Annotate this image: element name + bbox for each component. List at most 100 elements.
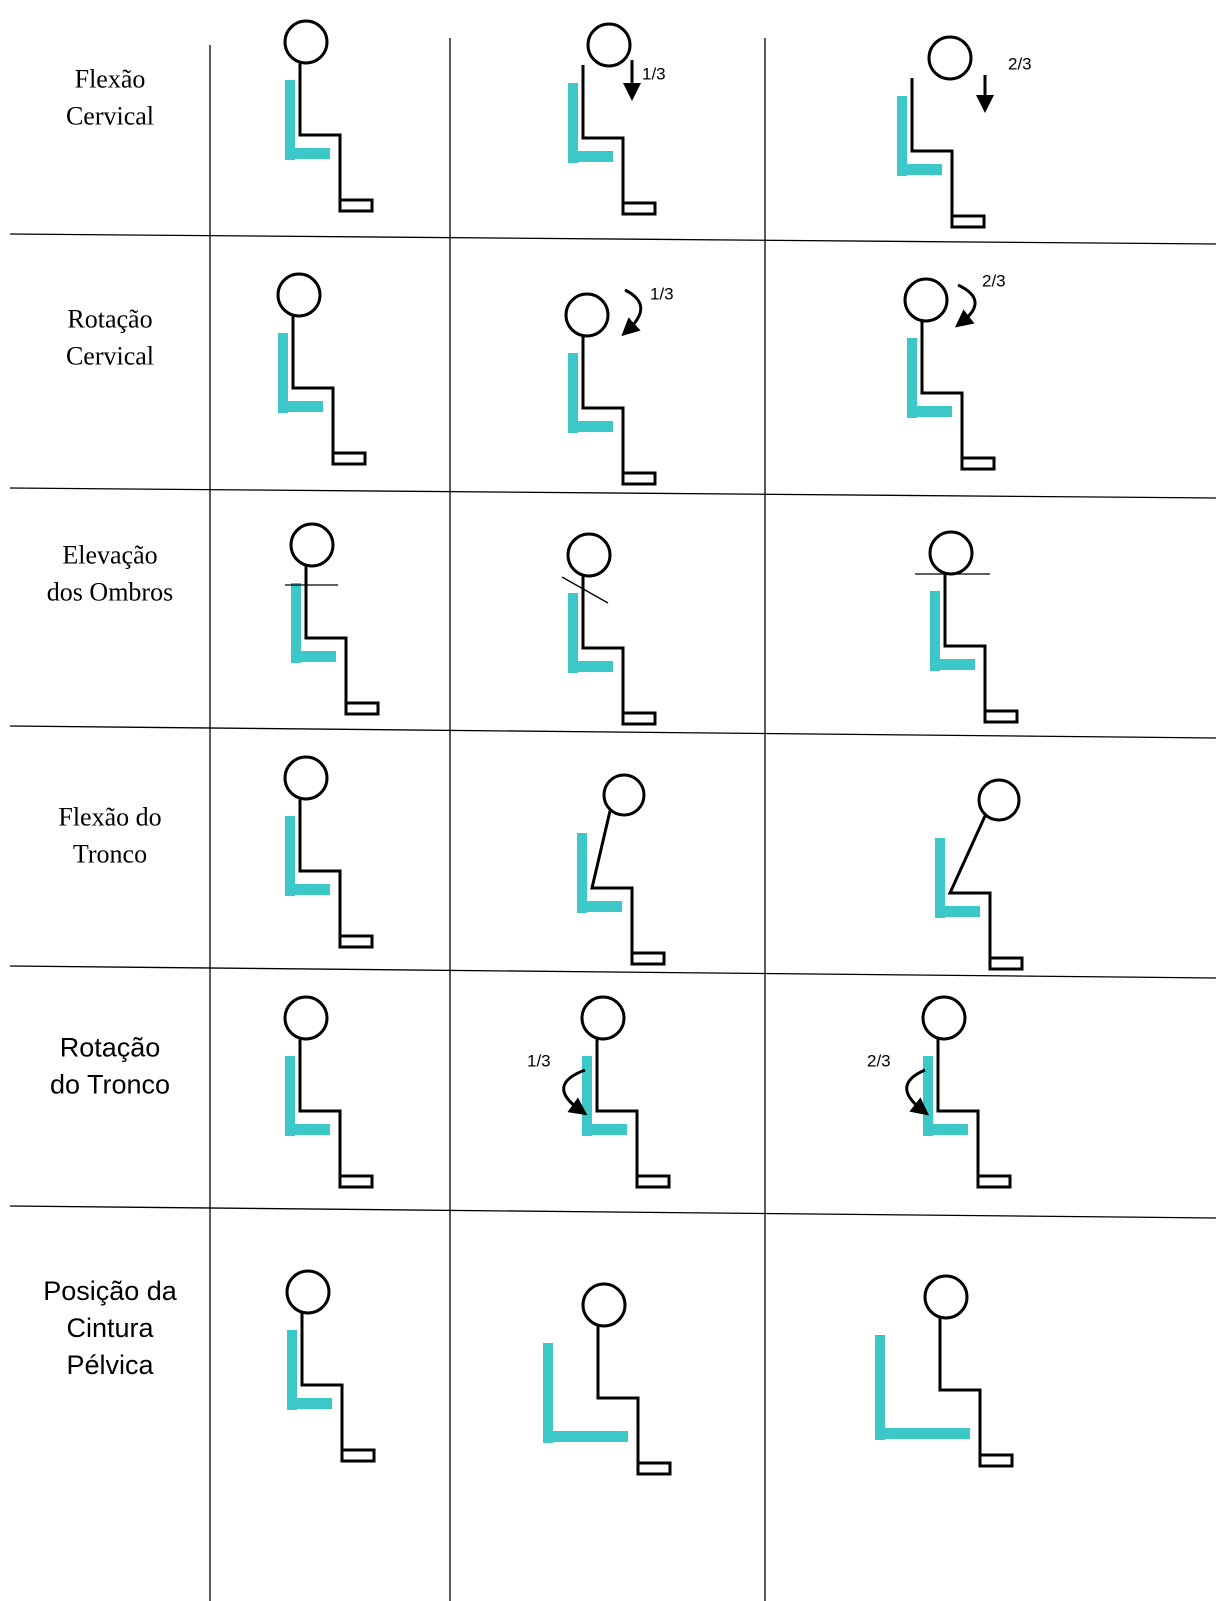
head	[580, 995, 626, 1041]
body	[943, 573, 987, 721]
body	[590, 810, 634, 963]
head	[903, 277, 949, 323]
head	[581, 1282, 627, 1328]
foot	[344, 701, 380, 716]
row: Rotação Cervical 1/3 2/3	[66, 271, 1006, 486]
foot	[988, 956, 1024, 971]
row: Flexão do Tronco	[58, 755, 1024, 971]
head	[566, 532, 612, 578]
backrest	[897, 96, 907, 176]
grid	[9, 38, 1216, 1601]
arrow	[954, 283, 977, 328]
backrest	[907, 338, 917, 418]
row-label: Flexão do	[58, 802, 161, 831]
head	[289, 522, 335, 568]
foot	[621, 471, 657, 486]
body	[595, 1038, 639, 1186]
arrow	[562, 1068, 588, 1116]
seat	[568, 151, 613, 162]
foot	[331, 451, 367, 466]
backrest	[935, 838, 945, 918]
annotation: 2/3	[867, 1051, 891, 1070]
seat	[568, 421, 613, 432]
head	[283, 19, 329, 65]
body	[936, 1038, 980, 1186]
foot	[621, 201, 657, 216]
body	[291, 315, 335, 463]
annotation: 2/3	[982, 271, 1006, 290]
backrest	[875, 1335, 885, 1440]
head	[586, 22, 632, 68]
row-label: Cintura	[66, 1313, 154, 1343]
seat	[285, 1124, 330, 1135]
row: Rotação do Tronco 1/3 2/3	[50, 995, 1012, 1189]
seat	[287, 1398, 332, 1409]
backrest	[568, 353, 578, 433]
row-label: Cervical	[66, 341, 154, 370]
seat	[285, 148, 330, 159]
head	[927, 35, 973, 81]
foot	[340, 1448, 376, 1463]
seat	[923, 1124, 968, 1135]
body	[920, 320, 964, 468]
body	[298, 798, 342, 946]
backrest	[568, 593, 578, 673]
row: Elevação dos Ombros	[47, 522, 1019, 726]
seat	[897, 164, 942, 175]
seat	[907, 406, 952, 417]
backrest	[278, 333, 288, 413]
arrow	[621, 288, 643, 337]
body	[947, 815, 992, 968]
head	[564, 292, 610, 338]
foot	[338, 934, 374, 949]
row-label: Pélvica	[66, 1350, 154, 1380]
foot	[338, 1174, 374, 1189]
row-label: Rotação	[67, 304, 152, 333]
seat	[285, 884, 330, 895]
seat	[582, 1124, 627, 1135]
shoulder-line	[561, 576, 609, 604]
seat	[291, 651, 336, 662]
row-label: Elevação	[62, 540, 157, 569]
row-label: Cervical	[66, 101, 154, 130]
arrow	[905, 1068, 930, 1116]
row-label: Tronco	[73, 839, 147, 868]
head	[602, 773, 646, 817]
annotation: 2/3	[1008, 54, 1032, 73]
seat	[278, 401, 323, 412]
content: Flexão Cervical 1/3 2/3 Rotação Cervical 1/3 2/…	[43, 19, 1032, 1476]
backrest	[568, 83, 578, 163]
annotation: 1/3	[650, 284, 674, 303]
body	[596, 1325, 640, 1473]
backrest	[285, 1056, 295, 1136]
backrest	[923, 1056, 933, 1136]
body	[300, 1312, 344, 1460]
seat	[935, 906, 980, 917]
backrest	[582, 1056, 592, 1136]
row-label: Flexão	[75, 64, 146, 93]
annotation: 1/3	[527, 1051, 551, 1070]
row-label: do Tronco	[50, 1070, 170, 1100]
row-label: Posição da	[43, 1276, 178, 1306]
seat	[577, 901, 622, 912]
row: Flexão Cervical 1/3 2/3	[66, 19, 1032, 229]
foot	[983, 709, 1019, 724]
seat	[930, 659, 975, 670]
row-label: Rotação	[60, 1033, 161, 1063]
row: Posição da Cintura Pélvica	[43, 1269, 1014, 1476]
body	[581, 335, 625, 483]
seat	[568, 661, 613, 672]
foot	[976, 1174, 1012, 1189]
foot	[338, 198, 374, 213]
backrest	[287, 1330, 297, 1410]
seat	[543, 1431, 628, 1442]
foot	[630, 951, 666, 966]
annotation: 1/3	[642, 64, 666, 83]
foot	[636, 1461, 672, 1476]
body	[298, 1038, 342, 1186]
body	[581, 575, 625, 723]
row-label: dos Ombros	[47, 577, 173, 606]
seat	[875, 1428, 970, 1439]
body	[298, 62, 342, 210]
